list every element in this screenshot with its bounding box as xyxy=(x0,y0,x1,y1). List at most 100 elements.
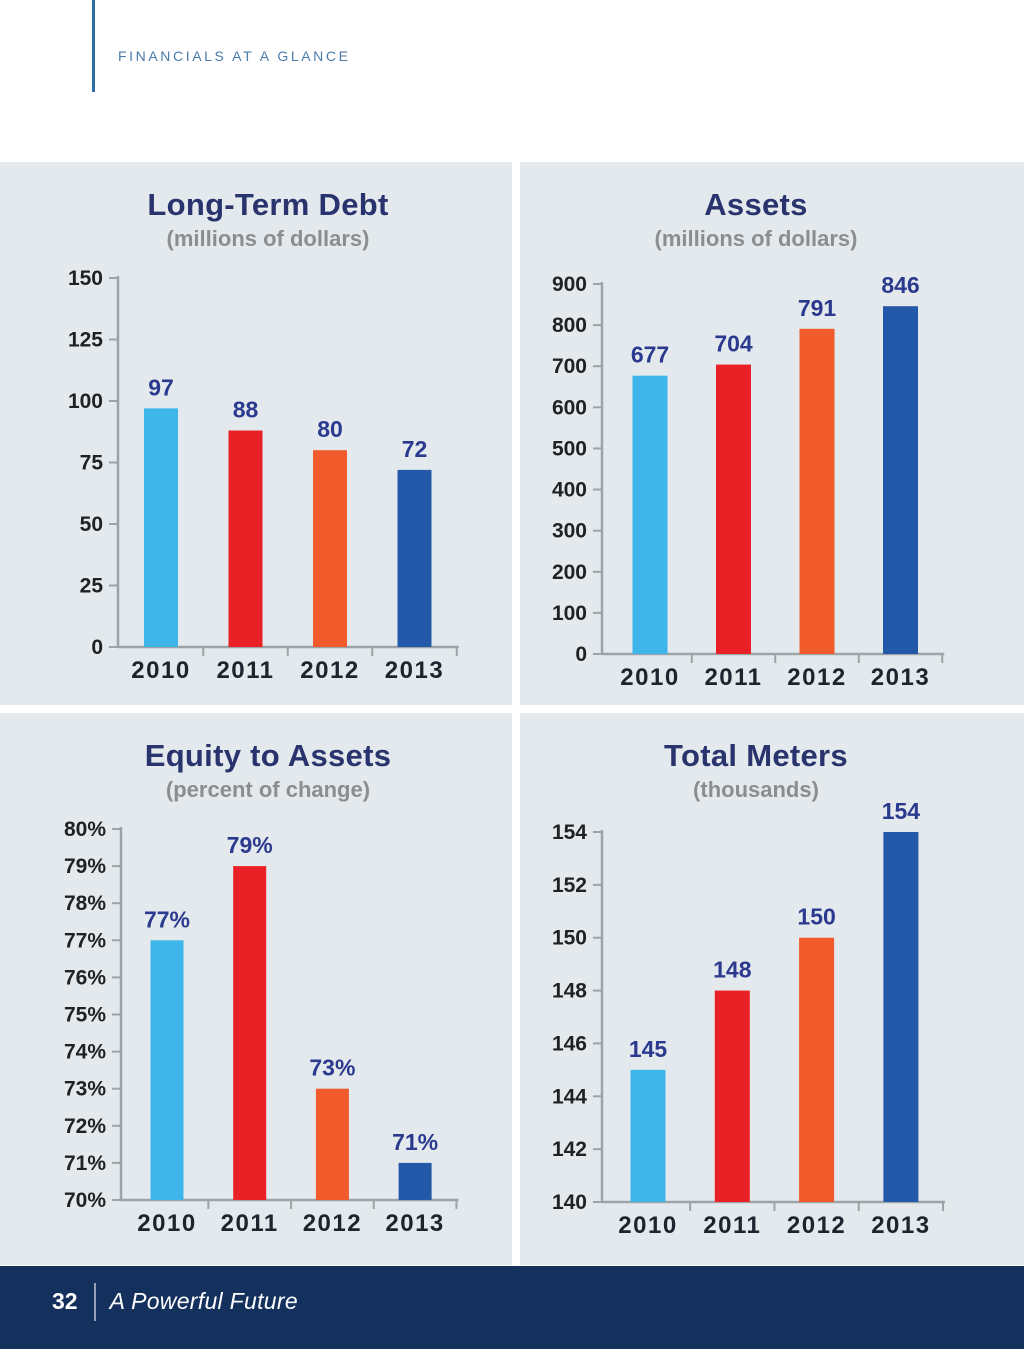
chart-title: Total Meters xyxy=(664,738,848,773)
y-tick-label: 400 xyxy=(552,479,587,502)
bar-value-label: 846 xyxy=(881,272,919,298)
y-tick-label: 71% xyxy=(64,1152,106,1175)
chart-title: Long-Term Debt xyxy=(147,187,389,222)
chart-head: Long-Term Debt (millions of dollars) xyxy=(12,187,524,252)
chart-head: Equity to Assets (percent of change) xyxy=(12,738,524,803)
bar-2013 xyxy=(397,469,432,647)
y-tick-label: 73% xyxy=(64,1078,106,1101)
bar-value-label: 79% xyxy=(227,832,273,858)
y-tick-label: 72% xyxy=(64,1115,106,1138)
bar-2013 xyxy=(398,1162,432,1200)
x-category-label: 2011 xyxy=(221,1210,279,1237)
y-tick-label: 154 xyxy=(552,821,587,844)
x-category-label: 2010 xyxy=(618,1212,677,1239)
chart-panel-assets: Assets (millions of dollars) 900 800 700 60… xyxy=(520,162,1024,705)
x-category-label: 2013 xyxy=(871,664,930,691)
footer-tagline: A Powerful Future xyxy=(109,1288,298,1314)
x-category-label: 2013 xyxy=(871,1212,930,1239)
bar-chart-equity-to-assets: 80% 79% 78% 77% 76% 75% 74% 73% 72% 71% 70% 77% 2010… xyxy=(64,818,459,1237)
x-category-label: 2010 xyxy=(131,657,190,684)
bar-2013 xyxy=(883,306,918,654)
charts-grid: Long-Term Debt (millions of dollars) 150… xyxy=(0,162,1024,1265)
chart-subtitle: (thousands) xyxy=(693,777,819,803)
footer-separator xyxy=(93,1282,96,1321)
chart-subtitle: (millions of dollars) xyxy=(166,226,370,252)
chart-head: Total Meters (thousands) xyxy=(504,738,1008,803)
x-category-label: 2013 xyxy=(385,657,444,684)
y-tick-label: 125 xyxy=(68,329,103,352)
chart-title: Assets xyxy=(704,187,808,222)
bar-2012 xyxy=(799,937,835,1202)
bar-2010 xyxy=(150,940,184,1200)
y-tick-label: 75% xyxy=(64,1004,106,1027)
bar-2011 xyxy=(716,364,751,654)
y-tick-label: 25 xyxy=(80,575,104,598)
y-tick-label: 79% xyxy=(64,855,106,878)
y-tick-label: 100 xyxy=(68,390,103,413)
y-tick-label: 70% xyxy=(64,1189,106,1212)
bar-chart-assets: 900 800 700 600 500 400 300 200 100 0 677 2010 704 20… xyxy=(552,272,945,691)
y-tick-label: 50 xyxy=(80,513,103,536)
bar-value-label: 97 xyxy=(148,374,174,400)
bar-value-label: 677 xyxy=(631,342,669,368)
bar-value-label: 73% xyxy=(309,1055,355,1081)
x-category-label: 2012 xyxy=(787,664,846,691)
x-category-label: 2010 xyxy=(137,1210,196,1237)
bar-2011 xyxy=(228,430,263,647)
chart-panel-equity-to-assets: Equity to Assets (percent of change) 80%… xyxy=(0,713,512,1265)
y-tick-label: 74% xyxy=(64,1041,106,1064)
bar-2012 xyxy=(315,1088,349,1200)
y-tick-label: 700 xyxy=(552,355,587,378)
bar-2012 xyxy=(799,328,835,654)
bar-value-label: 77% xyxy=(144,906,190,932)
chart-subtitle: (millions of dollars) xyxy=(654,226,858,252)
chart-subtitle: (percent of change) xyxy=(165,777,371,803)
x-category-label: 2012 xyxy=(787,1212,846,1239)
page-number: 32 xyxy=(52,1288,78,1314)
bar-value-label: 72 xyxy=(402,436,428,462)
bar-value-label: 148 xyxy=(713,957,752,983)
bar-value-label: 791 xyxy=(798,295,837,321)
chart-title: Equity to Assets xyxy=(144,738,392,773)
y-tick-label: 140 xyxy=(552,1191,587,1214)
y-tick-label: 200 xyxy=(552,561,587,584)
bar-value-label: 145 xyxy=(629,1036,668,1062)
y-tick-label: 500 xyxy=(552,437,587,460)
chart-panel-total-meters: Total Meters (thousands) 154 152 150 148 146… xyxy=(520,713,1024,1265)
y-tick-label: 77% xyxy=(64,929,106,952)
y-tick-label: 152 xyxy=(552,874,587,897)
y-tick-label: 600 xyxy=(552,396,587,419)
y-tick-label: 800 xyxy=(552,314,587,337)
x-category-label: 2011 xyxy=(703,1212,761,1239)
bar-2010 xyxy=(144,408,178,647)
x-category-label: 2012 xyxy=(300,657,359,684)
chart-panel-long-term-debt: Long-Term Debt (millions of dollars) 150… xyxy=(0,162,512,705)
y-tick-label: 144 xyxy=(552,1085,587,1108)
y-tick-label: 146 xyxy=(552,1032,587,1055)
page-footer: 32 A Powerful Future xyxy=(0,1266,1024,1349)
bar-value-label: 80 xyxy=(317,416,343,442)
y-tick-label: 78% xyxy=(64,892,106,915)
y-tick-label: 150 xyxy=(68,267,103,290)
y-tick-label: 150 xyxy=(552,927,587,950)
y-tick-label: 76% xyxy=(64,966,106,989)
x-category-label: 2013 xyxy=(385,1210,444,1237)
y-tick-label: 148 xyxy=(552,980,587,1003)
y-tick-label: 900 xyxy=(552,273,587,296)
bar-value-label: 154 xyxy=(882,798,921,824)
y-tick-label: 0 xyxy=(575,643,587,666)
bar-2011 xyxy=(714,990,750,1202)
bar-value-label: 704 xyxy=(714,331,753,357)
bar-chart-total-meters: 154 152 150 148 146 144 142 140 145 2010 148 2011 15… xyxy=(552,798,946,1239)
bar-value-label: 71% xyxy=(392,1129,438,1155)
y-tick-label: 75 xyxy=(80,452,104,475)
y-tick-label: 300 xyxy=(552,520,587,543)
bar-chart-long-term-debt: 150 125 100 75 50 25 0 97 2010 88 2011 80 2012 72 2013 xyxy=(68,267,459,684)
x-category-label: 2010 xyxy=(620,664,679,691)
x-category-label: 2011 xyxy=(704,664,762,691)
x-category-label: 2011 xyxy=(216,657,274,684)
bar-2010 xyxy=(630,1069,666,1202)
bar-2012 xyxy=(313,450,347,647)
y-tick-label: 100 xyxy=(552,602,587,625)
